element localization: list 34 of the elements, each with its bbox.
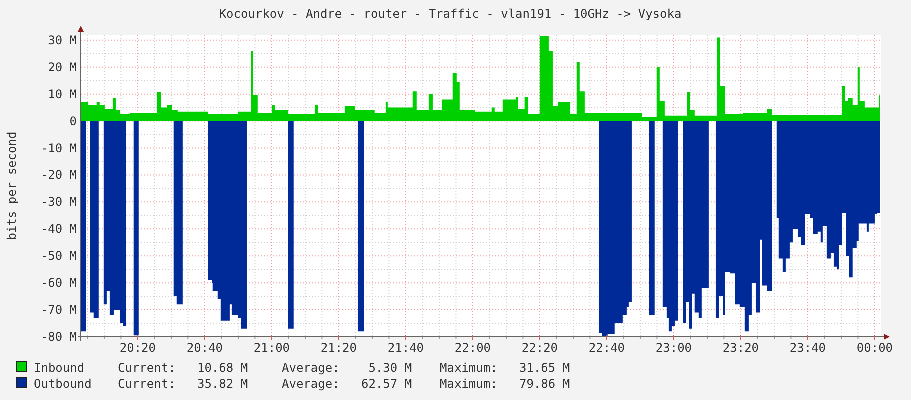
x-tick-label: 22:40 — [588, 341, 626, 355]
x-tick-label: 21:40 — [388, 341, 424, 355]
y-tick-label: 0 — [70, 114, 77, 128]
text: Maximum: 31.65 M — [440, 361, 570, 375]
y-tick-label: -80 M — [40, 330, 77, 344]
x-tick-label: 21:00 — [254, 341, 290, 355]
text: Current: 10.68 M — [118, 361, 248, 375]
chart-title: Kocourkov - Andre - router - Traffic - vlan191 - 10GHz -> Vysoka — [219, 7, 682, 21]
y-tick-label: -60 M — [40, 276, 77, 290]
x-tick-label: 23:20 — [722, 341, 760, 355]
legend-label: Inbound — [34, 361, 85, 375]
y-tick-label: 20 M — [48, 60, 77, 74]
legend-label: Outbound — [34, 377, 92, 391]
x-tick-label: 23:40 — [790, 341, 826, 355]
text: Average: 62.57 M — [282, 377, 412, 391]
text: Maximum: 79.86 M — [440, 377, 570, 391]
y-tick-label: -70 M — [40, 303, 77, 318]
text: Average: 5.30 M — [282, 361, 412, 375]
text: Current: 35.82 M — [118, 377, 248, 391]
y-tick-label: -30 M — [40, 195, 77, 210]
x-tick-label: 20:20 — [120, 341, 156, 355]
y-tick-label: -40 M — [40, 222, 77, 236]
x-tick-label: 20:40 — [186, 341, 224, 355]
x-tick-label: 00:00 — [856, 341, 894, 355]
x-tick-label: 21:20 — [320, 341, 358, 355]
x-tick-label: 22:00 — [454, 341, 492, 355]
y-axis-title: bits per second — [5, 132, 19, 240]
x-tick-label: 23:00 — [656, 341, 692, 355]
x-tick-label: 22:20 — [522, 341, 558, 355]
y-tick-label: -50 M — [40, 249, 77, 264]
y-tick-label: 30 M — [48, 33, 77, 48]
y-tick-label: 10 M — [48, 87, 77, 102]
y-tick-label: -10 M — [40, 141, 77, 156]
y-tick-label: -20 M — [40, 168, 77, 182]
